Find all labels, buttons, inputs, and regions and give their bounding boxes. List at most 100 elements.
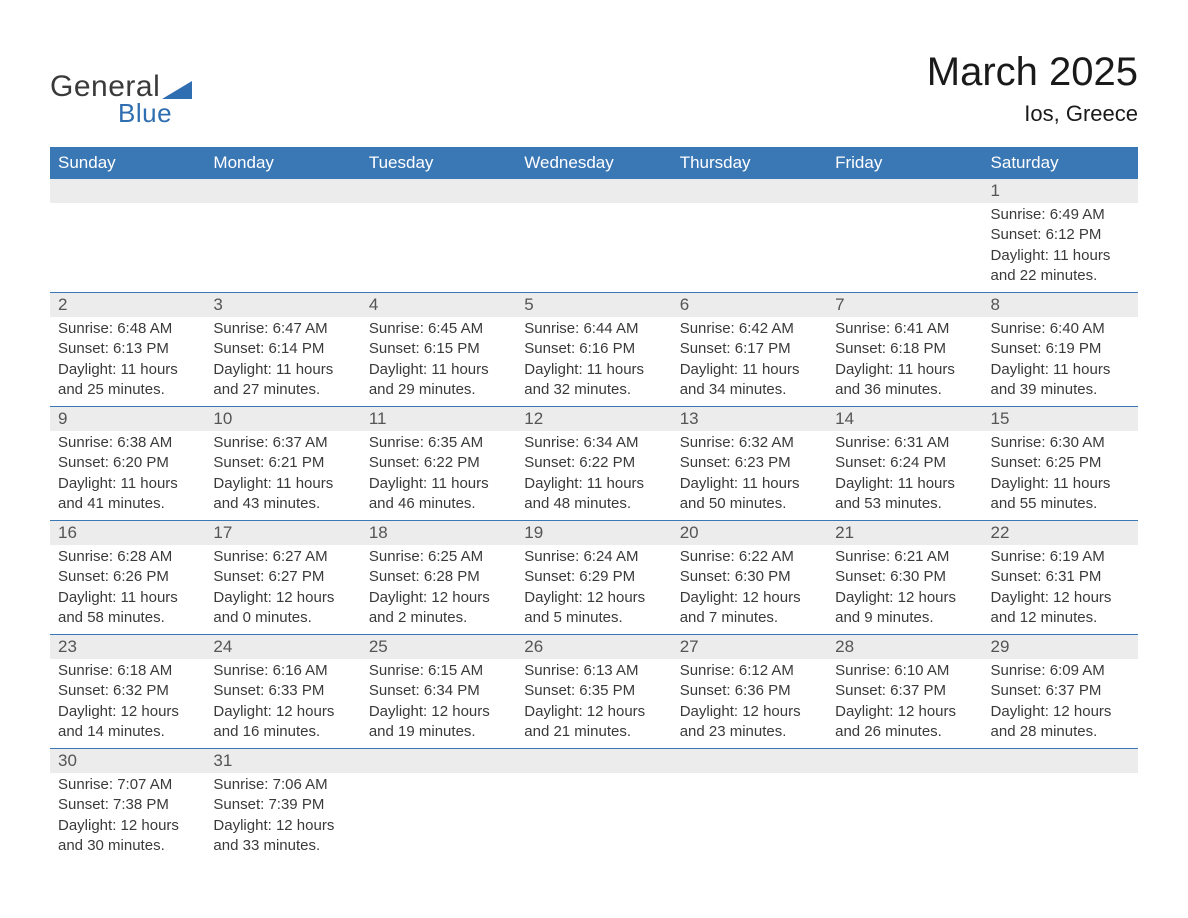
day-number: 13 bbox=[672, 407, 827, 431]
sunrise-text: Sunrise: 6:21 AM bbox=[835, 547, 974, 567]
day-number: 23 bbox=[50, 635, 205, 659]
dow-cell: Tuesday bbox=[361, 147, 516, 179]
day-cell bbox=[983, 749, 1138, 862]
day-body: Sunrise: 6:40 AMSunset: 6:19 PMDaylight:… bbox=[983, 317, 1138, 406]
day-body: Sunrise: 6:42 AMSunset: 6:17 PMDaylight:… bbox=[672, 317, 827, 406]
day-cell bbox=[516, 179, 671, 292]
daylight-text: Daylight: 12 hours and 0 minutes. bbox=[213, 588, 352, 629]
sunset-text: Sunset: 6:34 PM bbox=[369, 681, 508, 701]
sunrise-text: Sunrise: 6:32 AM bbox=[680, 433, 819, 453]
location: Ios, Greece bbox=[927, 101, 1138, 127]
sunrise-text: Sunrise: 6:27 AM bbox=[213, 547, 352, 567]
day-body: Sunrise: 6:38 AMSunset: 6:20 PMDaylight:… bbox=[50, 431, 205, 520]
day-cell bbox=[827, 749, 982, 862]
day-number bbox=[672, 749, 827, 773]
logo-text-blue: Blue bbox=[118, 98, 192, 129]
day-cell: 3Sunrise: 6:47 AMSunset: 6:14 PMDaylight… bbox=[205, 293, 360, 406]
daylight-text: Daylight: 11 hours and 32 minutes. bbox=[524, 360, 663, 401]
sunrise-text: Sunrise: 6:28 AM bbox=[58, 547, 197, 567]
day-number: 15 bbox=[983, 407, 1138, 431]
day-number: 21 bbox=[827, 521, 982, 545]
sunset-text: Sunset: 6:21 PM bbox=[213, 453, 352, 473]
daylight-text: Daylight: 11 hours and 34 minutes. bbox=[680, 360, 819, 401]
day-number: 22 bbox=[983, 521, 1138, 545]
daylight-text: Daylight: 11 hours and 25 minutes. bbox=[58, 360, 197, 401]
sunset-text: Sunset: 6:28 PM bbox=[369, 567, 508, 587]
day-body: Sunrise: 6:21 AMSunset: 6:30 PMDaylight:… bbox=[827, 545, 982, 634]
dow-cell: Monday bbox=[205, 147, 360, 179]
logo: General Blue bbox=[50, 70, 192, 129]
day-number bbox=[50, 179, 205, 203]
day-number bbox=[672, 179, 827, 203]
sunset-text: Sunset: 6:18 PM bbox=[835, 339, 974, 359]
day-number: 26 bbox=[516, 635, 671, 659]
day-number: 6 bbox=[672, 293, 827, 317]
day-number: 2 bbox=[50, 293, 205, 317]
day-number: 12 bbox=[516, 407, 671, 431]
day-cell: 11Sunrise: 6:35 AMSunset: 6:22 PMDayligh… bbox=[361, 407, 516, 520]
day-number: 18 bbox=[361, 521, 516, 545]
sunrise-text: Sunrise: 6:15 AM bbox=[369, 661, 508, 681]
day-number: 25 bbox=[361, 635, 516, 659]
day-number: 7 bbox=[827, 293, 982, 317]
day-body: Sunrise: 6:10 AMSunset: 6:37 PMDaylight:… bbox=[827, 659, 982, 748]
day-body: Sunrise: 6:24 AMSunset: 6:29 PMDaylight:… bbox=[516, 545, 671, 634]
day-body: Sunrise: 6:09 AMSunset: 6:37 PMDaylight:… bbox=[983, 659, 1138, 748]
daylight-text: Daylight: 12 hours and 14 minutes. bbox=[58, 702, 197, 743]
sunset-text: Sunset: 6:25 PM bbox=[991, 453, 1130, 473]
day-number bbox=[361, 179, 516, 203]
daylight-text: Daylight: 12 hours and 21 minutes. bbox=[524, 702, 663, 743]
dow-cell: Thursday bbox=[672, 147, 827, 179]
day-body: Sunrise: 6:41 AMSunset: 6:18 PMDaylight:… bbox=[827, 317, 982, 406]
sunset-text: Sunset: 6:22 PM bbox=[524, 453, 663, 473]
day-number bbox=[827, 179, 982, 203]
day-number: 1 bbox=[983, 179, 1138, 203]
day-cell: 9Sunrise: 6:38 AMSunset: 6:20 PMDaylight… bbox=[50, 407, 205, 520]
day-body: Sunrise: 6:47 AMSunset: 6:14 PMDaylight:… bbox=[205, 317, 360, 406]
dow-cell: Wednesday bbox=[516, 147, 671, 179]
week-row: 23Sunrise: 6:18 AMSunset: 6:32 PMDayligh… bbox=[50, 634, 1138, 748]
sunrise-text: Sunrise: 6:16 AM bbox=[213, 661, 352, 681]
sunset-text: Sunset: 6:31 PM bbox=[991, 567, 1130, 587]
sunset-text: Sunset: 6:36 PM bbox=[680, 681, 819, 701]
daylight-text: Daylight: 12 hours and 33 minutes. bbox=[213, 816, 352, 857]
day-cell bbox=[672, 179, 827, 292]
daylight-text: Daylight: 11 hours and 55 minutes. bbox=[991, 474, 1130, 515]
sunrise-text: Sunrise: 6:10 AM bbox=[835, 661, 974, 681]
sunrise-text: Sunrise: 6:31 AM bbox=[835, 433, 974, 453]
daylight-text: Daylight: 12 hours and 26 minutes. bbox=[835, 702, 974, 743]
daylight-text: Daylight: 12 hours and 7 minutes. bbox=[680, 588, 819, 629]
day-body: Sunrise: 6:22 AMSunset: 6:30 PMDaylight:… bbox=[672, 545, 827, 634]
day-number: 11 bbox=[361, 407, 516, 431]
day-body: Sunrise: 6:27 AMSunset: 6:27 PMDaylight:… bbox=[205, 545, 360, 634]
sunrise-text: Sunrise: 6:22 AM bbox=[680, 547, 819, 567]
sunrise-text: Sunrise: 6:48 AM bbox=[58, 319, 197, 339]
daylight-text: Daylight: 12 hours and 2 minutes. bbox=[369, 588, 508, 629]
dow-cell: Saturday bbox=[983, 147, 1138, 179]
day-number: 20 bbox=[672, 521, 827, 545]
daylight-text: Daylight: 11 hours and 48 minutes. bbox=[524, 474, 663, 515]
day-body: Sunrise: 6:48 AMSunset: 6:13 PMDaylight:… bbox=[50, 317, 205, 406]
daylight-text: Daylight: 12 hours and 19 minutes. bbox=[369, 702, 508, 743]
daylight-text: Daylight: 12 hours and 9 minutes. bbox=[835, 588, 974, 629]
sunset-text: Sunset: 6:30 PM bbox=[835, 567, 974, 587]
day-cell: 21Sunrise: 6:21 AMSunset: 6:30 PMDayligh… bbox=[827, 521, 982, 634]
day-number: 19 bbox=[516, 521, 671, 545]
week-row: 1Sunrise: 6:49 AMSunset: 6:12 PMDaylight… bbox=[50, 179, 1138, 292]
sunset-text: Sunset: 6:20 PM bbox=[58, 453, 197, 473]
calendar: SundayMondayTuesdayWednesdayThursdayFrid… bbox=[50, 147, 1138, 862]
sunset-text: Sunset: 6:33 PM bbox=[213, 681, 352, 701]
sunset-text: Sunset: 6:37 PM bbox=[835, 681, 974, 701]
month-title: March 2025 bbox=[927, 50, 1138, 95]
day-cell: 30Sunrise: 7:07 AMSunset: 7:38 PMDayligh… bbox=[50, 749, 205, 862]
day-cell: 25Sunrise: 6:15 AMSunset: 6:34 PMDayligh… bbox=[361, 635, 516, 748]
day-number: 4 bbox=[361, 293, 516, 317]
day-cell: 28Sunrise: 6:10 AMSunset: 6:37 PMDayligh… bbox=[827, 635, 982, 748]
day-number: 27 bbox=[672, 635, 827, 659]
daylight-text: Daylight: 12 hours and 30 minutes. bbox=[58, 816, 197, 857]
day-number: 31 bbox=[205, 749, 360, 773]
daylight-text: Daylight: 12 hours and 23 minutes. bbox=[680, 702, 819, 743]
day-body: Sunrise: 6:12 AMSunset: 6:36 PMDaylight:… bbox=[672, 659, 827, 748]
day-body: Sunrise: 6:19 AMSunset: 6:31 PMDaylight:… bbox=[983, 545, 1138, 634]
day-body: Sunrise: 6:25 AMSunset: 6:28 PMDaylight:… bbox=[361, 545, 516, 634]
